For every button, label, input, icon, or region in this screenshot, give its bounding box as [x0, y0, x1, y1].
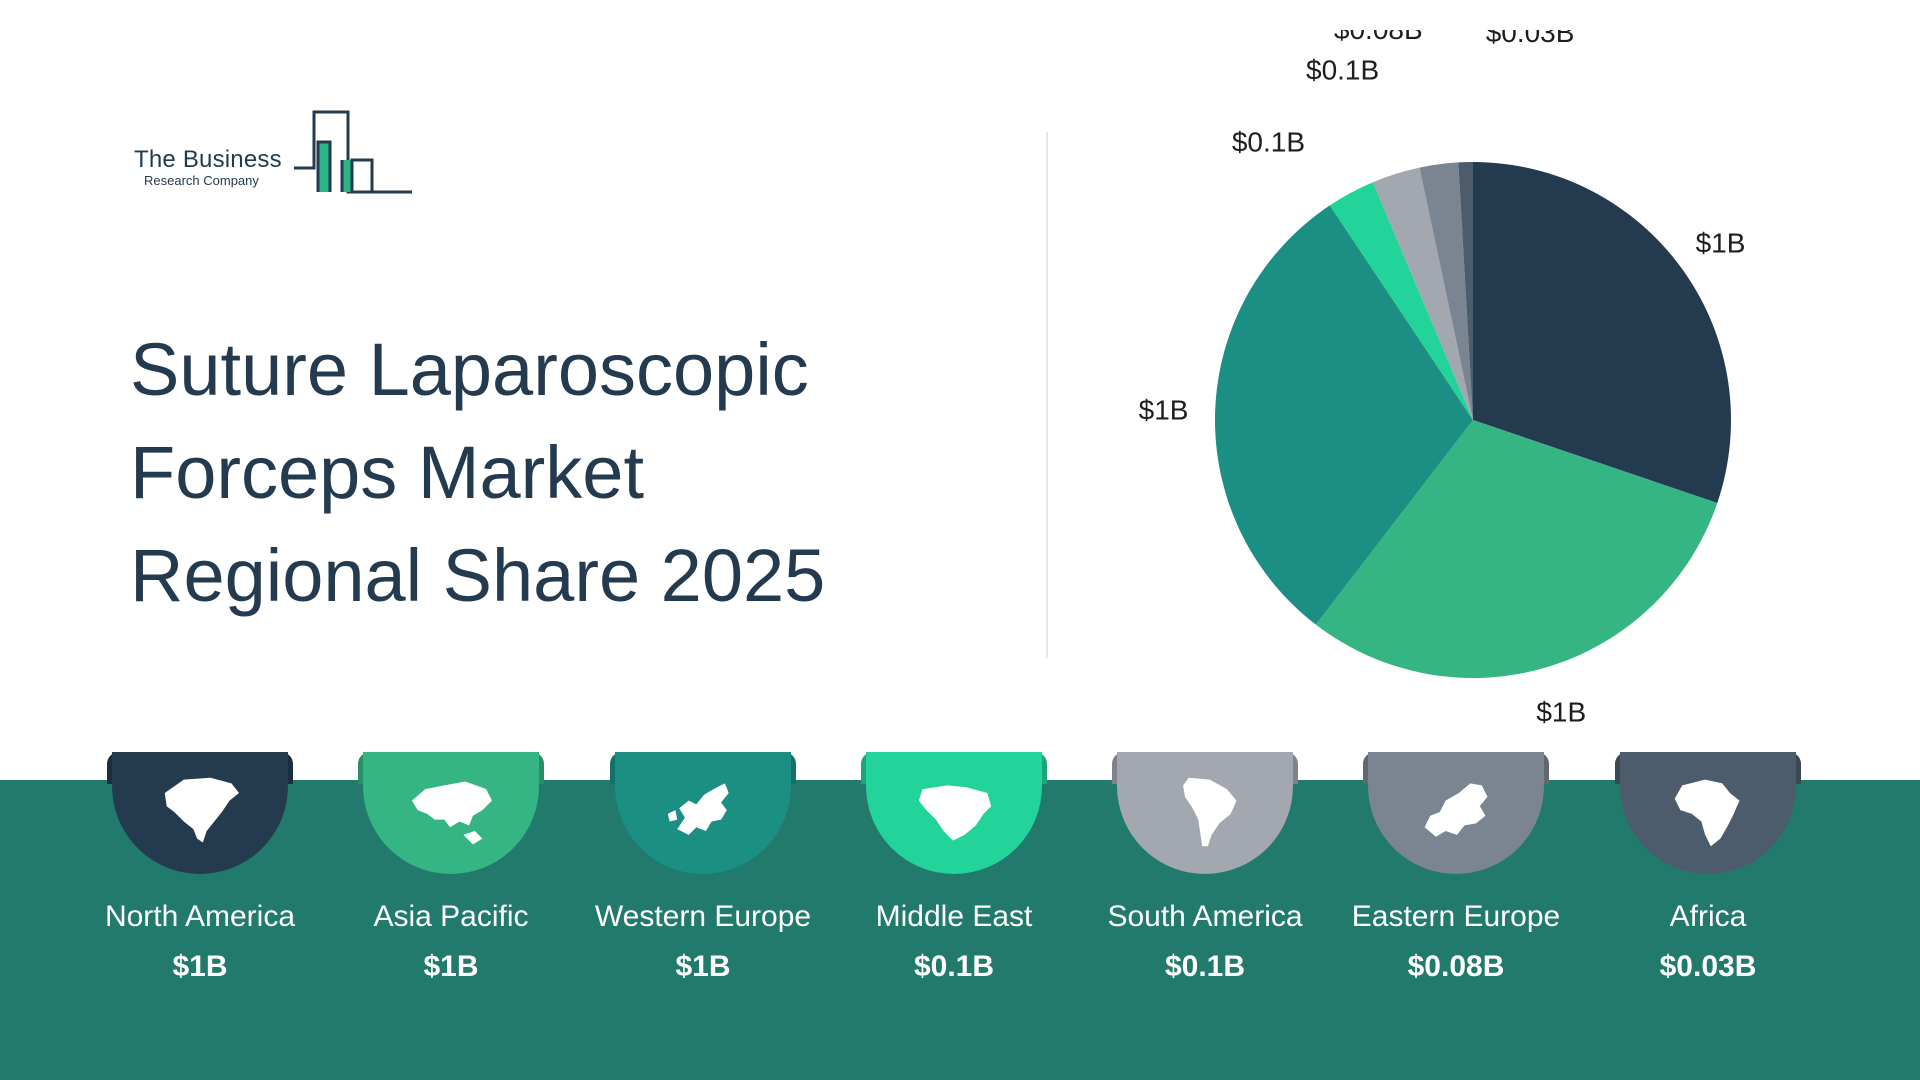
region-card-africa: Africa $0.03B: [1588, 752, 1828, 1012]
region-name: Africa: [1669, 900, 1747, 933]
pie-slice-south-america: [1372, 167, 1473, 420]
region-card-north-america: North America $1B: [80, 752, 320, 1012]
region-name: Asia Pacific: [373, 900, 529, 933]
region-card-eastern-europe: Eastern Europe $0.08B: [1336, 752, 1576, 1012]
region-value: $0.1B: [913, 950, 995, 983]
page-title: Suture Laparoscopic Forceps Market Regio…: [130, 318, 890, 627]
pie-label-western-europe: $1B: [1139, 395, 1189, 426]
africa-map-icon: [1661, 772, 1755, 852]
pie-label-south-america: $0.1B: [1306, 54, 1379, 85]
logo-subname: Research Company: [144, 173, 259, 188]
pie-slice-north-america: [1473, 162, 1731, 503]
north-america-map-icon: [153, 772, 247, 852]
pie-label-asia-pacific: $1B: [1536, 696, 1586, 727]
western-europe-map-icon: [656, 772, 750, 852]
pie-chart: $1B $1B $1B $0.1B $0.1B $0.08B $0.03B: [1139, 30, 1746, 727]
region-name: Eastern Europe: [1351, 900, 1561, 933]
middle-east-map-icon: [907, 772, 1001, 852]
south-america-map-icon: [1158, 772, 1252, 852]
title-line-2: Forceps Market: [130, 431, 645, 514]
title-line-3: Regional Share 2025: [130, 534, 826, 617]
pie-slice-western-europe: [1215, 205, 1473, 625]
region-value: $1B: [172, 950, 228, 983]
region-value: $1B: [423, 950, 479, 983]
title-line-1: Suture Laparoscopic: [130, 328, 809, 411]
region-name: Middle East: [875, 900, 1033, 933]
region-value: $0.03B: [1659, 950, 1757, 983]
eastern-europe-map-icon: [1409, 772, 1503, 852]
region-name: North America: [104, 900, 296, 933]
pie-slice-eastern-europe: [1419, 162, 1473, 421]
vertical-divider: [1046, 132, 1048, 658]
pie-slice-africa: [1458, 162, 1473, 420]
company-logo: The Business Research Company: [134, 108, 424, 198]
pie-label-africa: $0.03B: [1486, 30, 1575, 48]
region-value: $1B: [675, 950, 731, 983]
pie-slice-asia-pacific: [1315, 420, 1718, 678]
region-name: Western Europe: [594, 900, 812, 933]
region-card-middle-east: Middle East $0.1B: [834, 752, 1074, 1012]
pie-label-north-america: $1B: [1696, 228, 1746, 259]
region-card-asia-pacific: Asia Pacific $1B: [331, 752, 571, 1012]
region-value: $0.1B: [1164, 950, 1246, 983]
region-card-south-america: South America $0.1B: [1085, 752, 1325, 1012]
logo-name: The Business: [134, 146, 282, 173]
region-value: $0.08B: [1407, 950, 1505, 983]
asia-pacific-map-icon: [404, 772, 498, 852]
region-name: South America: [1107, 900, 1303, 933]
region-card-western-europe: Western Europe $1B: [583, 752, 823, 1012]
pie-label-eastern-europe: $0.08B: [1334, 30, 1423, 45]
pie-slice-middle-east: [1329, 182, 1473, 420]
pie-label-middle-east: $0.1B: [1232, 126, 1305, 157]
logo-buildings-icon: [294, 110, 412, 194]
